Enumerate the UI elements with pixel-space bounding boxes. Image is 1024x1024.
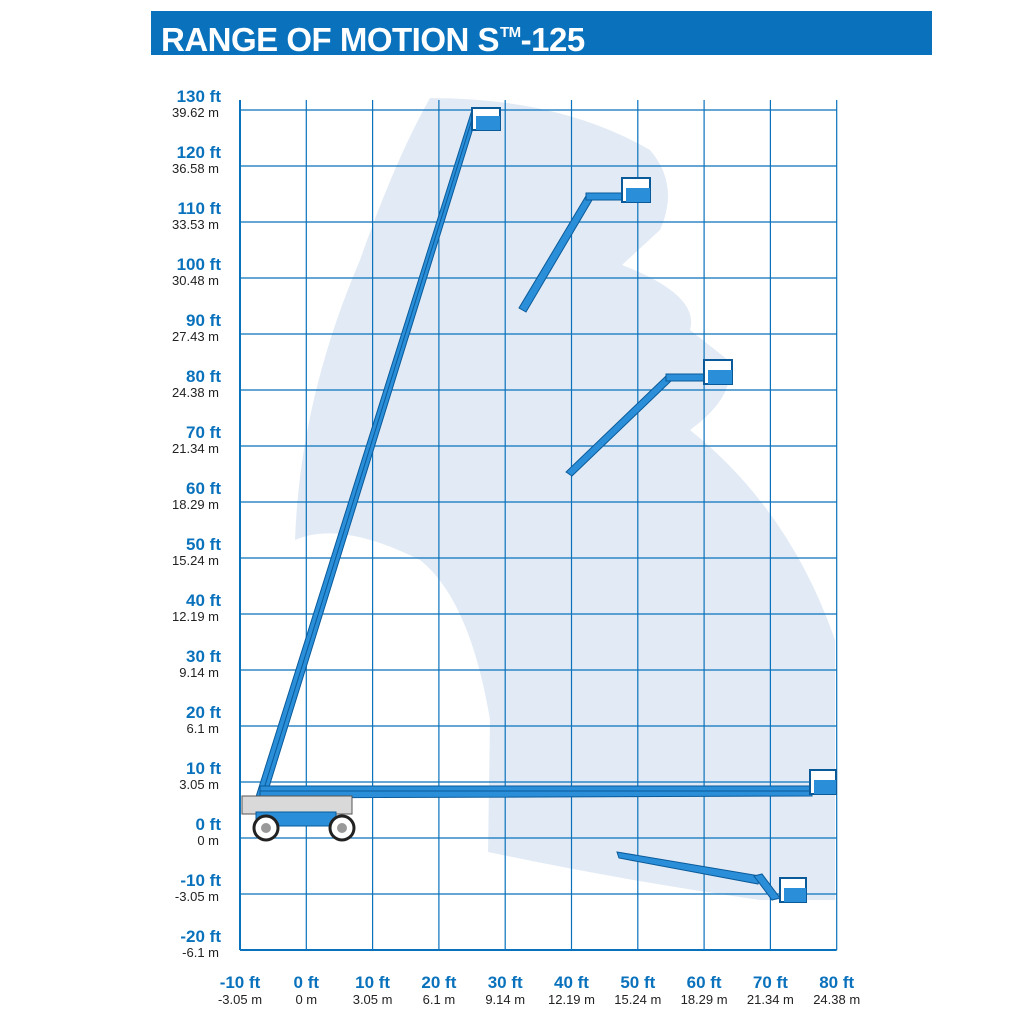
x-tick-label-m: 12.19 m [548,992,595,1007]
y-tick-label-m: 3.05 m [179,777,219,792]
x-tick-label-m: 24.38 m [813,992,860,1007]
y-tick-label-m: 9.14 m [179,665,219,680]
y-tick-label-ft: 110 ft [178,199,222,218]
y-tick-label-m: 36.58 m [172,161,219,176]
y-tick-label-ft: 20 ft [186,703,221,722]
y-tick-label-m: -6.1 m [182,945,219,960]
y-tick-label-ft: 40 ft [186,591,221,610]
y-tick-label-m: 18.29 m [172,497,219,512]
y-tick-label-ft: 30 ft [186,647,221,666]
y-tick-label-m: 33.53 m [172,217,219,232]
y-tick-label-m: 27.43 m [172,329,219,344]
y-tick-label-ft: 130 ft [177,87,222,106]
platform-upper-arc [621,177,651,203]
boom-below-grade [616,851,761,885]
x-tick-label-m: 6.1 m [423,992,456,1007]
y-tick-label-m: -3.05 m [175,889,219,904]
x-tick-label-m: 9.14 m [485,992,525,1007]
y-tick-label-ft: 100 ft [177,255,222,274]
trademark-mark: TM [500,24,521,41]
x-axis-labels: -10 ft-3.05 m 0 ft0 m 10 ft3.05 m 20 ft6.1 … [218,973,860,1007]
y-tick-label-ft: 90 ft [186,311,221,330]
boom-horizontal [259,785,813,799]
y-tick-label-ft: 60 ft [186,479,221,498]
y-tick-label-m: 6.1 m [186,721,219,736]
x-tick-label-ft: 10 ft [355,973,390,992]
page-title: RANGE OF MOTION STM-125 [151,11,932,58]
x-tick-label-m: 0 m [295,992,317,1007]
platform-mid-arc [703,359,733,385]
x-tick-label-ft: 40 ft [554,973,589,992]
x-tick-label-m: 3.05 m [353,992,393,1007]
y-tick-label-ft: 10 ft [186,759,221,778]
y-tick-label-ft: 0 ft [196,815,222,834]
x-tick-label-m: 15.24 m [614,992,661,1007]
y-tick-label-m: 12.19 m [172,609,219,624]
y-tick-label-m: 30.48 m [172,273,219,288]
y-tick-label-ft: 50 ft [186,535,221,554]
model-number: -125 [520,21,586,58]
y-tick-label-ft: 70 ft [186,423,221,442]
y-tick-label-m: 0 m [197,833,219,848]
y-tick-label-m: 39.62 m [172,105,219,120]
x-tick-label-ft: 50 ft [620,973,655,992]
y-tick-label-ft: 120 ft [177,143,222,162]
x-tick-label-m: 21.34 m [747,992,794,1007]
y-tick-label-ft: -20 ft [180,927,221,946]
machine-chassis [241,795,356,842]
working-envelope [295,98,835,900]
x-tick-label-ft: 20 ft [421,973,456,992]
platform-horizontal [809,769,837,795]
y-tick-label-ft: -10 ft [180,871,221,890]
x-tick-label-ft: 70 ft [753,973,788,992]
platform-below-grade [779,877,807,903]
x-tick-label-m: -3.05 m [218,992,262,1007]
y-tick-label-m: 15.24 m [172,553,219,568]
y-tick-label-m: 24.38 m [172,385,219,400]
x-tick-label-ft: 30 ft [488,973,523,992]
x-tick-label-ft: 80 ft [819,973,854,992]
x-tick-label-ft: 0 ft [294,973,320,992]
boom-positions [241,107,837,903]
x-tick-label-m: 18.29 m [681,992,728,1007]
platform-full-height [471,107,501,131]
y-tick-label-m: 21.34 m [172,441,219,456]
title-text: RANGE OF MOTION S [161,21,500,58]
x-tick-label-ft: -10 ft [220,973,261,992]
y-tick-label-ft: 80 ft [186,367,221,386]
x-tick-label-ft: 60 ft [687,973,722,992]
